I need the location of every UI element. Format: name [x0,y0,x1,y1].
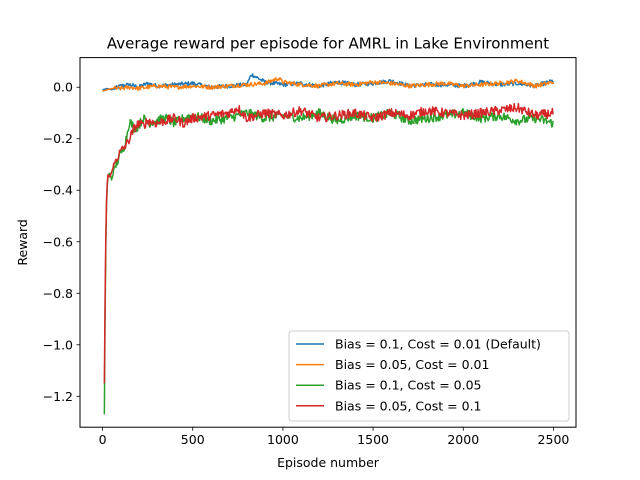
chart-title: Average reward per episode for AMRL in L… [107,35,549,53]
y-tick-label: 0.0 [53,80,73,95]
series-line-2 [102,77,555,92]
x-axis: 0 500 1000 1500 2000 2500 [99,427,570,447]
legend-entry-4: Bias = 0.05, Cost = 0.1 [335,398,482,413]
x-axis-label: Episode number [277,455,380,470]
y-tick-label: −0.8 [43,286,73,301]
series-layer [102,73,555,415]
x-tick-label: 2000 [447,432,479,447]
legend-box [288,330,570,422]
series-line-1 [102,73,555,91]
y-axis: 0.0 −0.2 −0.4 −0.6 −0.8 −1.0 −1.2 [43,80,80,404]
y-axis-label: Reward [15,219,30,266]
y-tick-label: −1.2 [43,389,73,404]
x-tick-label: 0 [99,432,107,447]
legend-entry-1: Bias = 0.1, Cost = 0.01 (Default) [335,337,541,352]
x-tick-label: 1000 [267,432,299,447]
legend-entry-3: Bias = 0.1, Cost = 0.05 [335,378,482,393]
y-tick-label: −0.6 [43,234,73,249]
plot-frame [79,57,577,428]
y-tick-label: −0.4 [43,183,73,198]
legend-entry-2: Bias = 0.05, Cost = 0.01 [335,357,489,372]
x-tick-label: 2500 [538,432,570,447]
y-tick-label: −0.2 [43,131,73,146]
y-tick-label: −1.0 [43,337,73,352]
x-tick-label: 500 [181,432,205,447]
series-line-4 [103,102,554,384]
legend: Bias = 0.1, Cost = 0.01 (Default) Bias = … [288,330,570,422]
x-tick-label: 1500 [357,432,389,447]
